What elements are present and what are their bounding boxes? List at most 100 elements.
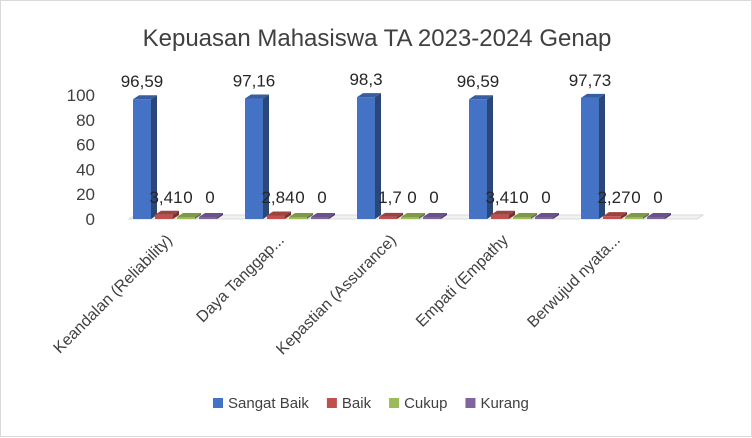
bar-front bbox=[245, 98, 263, 219]
bar-kurang bbox=[535, 213, 559, 219]
bar-side bbox=[441, 213, 447, 219]
bars-layer bbox=[133, 93, 671, 219]
y-tick-label: 40 bbox=[76, 160, 95, 179]
bar-front bbox=[647, 217, 665, 219]
bar-side bbox=[307, 213, 313, 219]
bar-baik bbox=[267, 211, 291, 219]
bar-kurang bbox=[199, 213, 223, 219]
bar-front bbox=[199, 217, 217, 219]
bar-top bbox=[625, 213, 649, 217]
category-label: Keandalan (Reliability) bbox=[51, 232, 176, 357]
legend: Sangat Baik Baik Cukup Kurang bbox=[213, 395, 529, 412]
bar-side bbox=[487, 95, 493, 219]
data-label: 0 bbox=[519, 188, 528, 207]
bar-top bbox=[267, 211, 291, 216]
bar-sangat-baik bbox=[245, 94, 269, 219]
chart-title: Kepuasan Mahasiswa TA 2023-2024 Genap bbox=[143, 25, 612, 52]
data-label: 96,59 bbox=[457, 72, 500, 91]
bar-sangat-baik bbox=[357, 93, 381, 219]
bar-front bbox=[491, 214, 509, 219]
bar-side bbox=[509, 210, 515, 219]
data-label: 0 bbox=[541, 188, 550, 207]
bar-side bbox=[329, 213, 335, 219]
bar-side bbox=[375, 93, 381, 219]
bar-top bbox=[245, 94, 269, 99]
bar-front bbox=[423, 217, 441, 219]
data-label: 96,59 bbox=[121, 72, 164, 91]
data-label: 2,84 bbox=[261, 188, 294, 207]
data-labels-layer: 96,593,41 0 097,162,84 0 098,31,7 0 096,593,41… bbox=[121, 70, 663, 207]
bar-side bbox=[263, 94, 269, 219]
bar-front bbox=[581, 97, 599, 219]
bar-front bbox=[535, 217, 553, 219]
bar-top bbox=[199, 213, 223, 217]
axis-layer: 0 20 40 60 80 100 bbox=[67, 86, 705, 229]
bar-front bbox=[603, 216, 621, 219]
bar-front bbox=[625, 217, 643, 219]
bar-side bbox=[621, 212, 627, 219]
bar-front bbox=[177, 217, 195, 219]
bar-side bbox=[553, 213, 559, 219]
bar-side bbox=[217, 213, 223, 219]
legend-label: Sangat Baik bbox=[228, 395, 309, 412]
data-label: 3,41 bbox=[149, 188, 182, 207]
category-label: Kepastian (Assurance) bbox=[273, 232, 399, 358]
bar-top bbox=[581, 93, 605, 98]
bar-top bbox=[357, 93, 381, 98]
bar-kurang bbox=[647, 213, 671, 219]
y-tick-label: 20 bbox=[76, 185, 95, 204]
bar-front bbox=[267, 215, 285, 219]
bar-kurang bbox=[423, 213, 447, 219]
bar-top bbox=[401, 213, 425, 217]
bar-top bbox=[379, 212, 403, 217]
data-label: 1,7 bbox=[378, 188, 402, 207]
y-tick-label: 0 bbox=[86, 210, 95, 229]
data-label: 0 bbox=[653, 188, 662, 207]
bar-top bbox=[423, 213, 447, 217]
bar-sangat-baik bbox=[581, 93, 605, 219]
bar-side bbox=[643, 213, 649, 219]
legend-item-kurang: Kurang bbox=[465, 395, 529, 412]
data-label: 0 bbox=[407, 188, 416, 207]
bar-top bbox=[513, 213, 537, 217]
bar-baik bbox=[379, 212, 403, 219]
bar-front bbox=[133, 99, 151, 219]
bar-cukup bbox=[513, 213, 537, 219]
bar-side bbox=[195, 213, 201, 219]
data-label: 0 bbox=[183, 188, 192, 207]
bar-front bbox=[401, 217, 419, 219]
data-label: 2,27 bbox=[597, 188, 630, 207]
bar-cukup bbox=[289, 213, 313, 219]
bar-front bbox=[469, 99, 487, 219]
bar-side bbox=[285, 211, 291, 219]
bar-baik bbox=[603, 212, 627, 219]
bar-top bbox=[469, 95, 493, 100]
data-label: 0 bbox=[205, 188, 214, 207]
bar-side bbox=[173, 210, 179, 219]
bar-top bbox=[311, 213, 335, 217]
legend-swatch bbox=[213, 398, 223, 408]
bar-baik bbox=[491, 210, 515, 219]
bar-front bbox=[357, 97, 375, 219]
bar-cukup bbox=[177, 213, 201, 219]
bar-front bbox=[155, 214, 173, 219]
data-label: 0 bbox=[429, 188, 438, 207]
bar-top bbox=[177, 213, 201, 217]
bar-top bbox=[603, 212, 627, 217]
bar-top bbox=[647, 213, 671, 217]
bar-sangat-baik bbox=[133, 95, 157, 219]
legend-label: Kurang bbox=[480, 395, 528, 412]
bar-baik bbox=[155, 210, 179, 219]
bar-front bbox=[513, 217, 531, 219]
legend-label: Cukup bbox=[404, 395, 447, 412]
category-label: Empati (Empathy bbox=[413, 232, 512, 331]
bar-side bbox=[397, 212, 403, 219]
bar-kurang bbox=[311, 213, 335, 219]
data-label: 0 bbox=[631, 188, 640, 207]
category-labels-layer: Keandalan (Reliability) Daya Tanggap...Ke… bbox=[51, 232, 624, 358]
bar-top bbox=[133, 95, 157, 100]
bar-front bbox=[289, 217, 307, 219]
legend-item-sangat-baik: Sangat Baik bbox=[213, 395, 309, 412]
